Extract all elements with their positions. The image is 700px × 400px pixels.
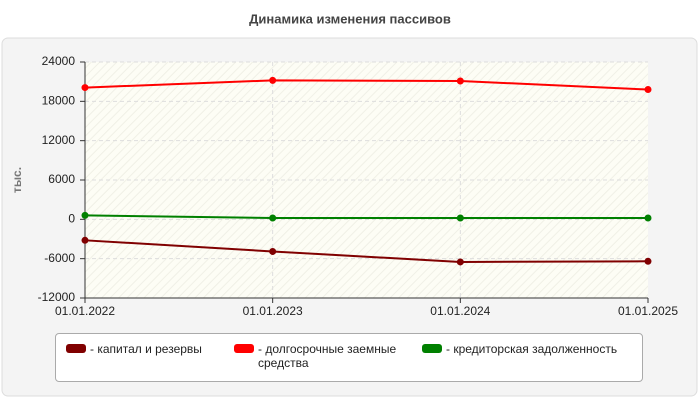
point [644, 86, 652, 94]
y-tick-label: -6000 [44, 251, 75, 265]
point [81, 236, 89, 244]
point [644, 214, 652, 222]
point [81, 211, 89, 219]
x-tick-label: 01.01.2023 [243, 304, 303, 318]
legend-item: - кредиторская задолженность [422, 342, 617, 381]
point [269, 76, 277, 84]
y-tick-label: 0 [68, 212, 75, 226]
y-axis-label: тыс. [10, 167, 24, 193]
legend: - капитал и резервы - долгосрочные заемны… [55, 333, 643, 382]
legend-item: - капитал и резервы [66, 342, 216, 381]
series-line [84, 214, 648, 220]
y-tick-label: 18000 [42, 94, 76, 108]
y-tick-label: 6000 [48, 172, 75, 186]
point [81, 84, 89, 92]
legend-label: - капитал и резервы [90, 342, 202, 356]
x-tick-label: 01.01.2024 [430, 304, 490, 318]
legend-label: - долгосрочные заемные средства [258, 342, 397, 370]
x-tick-label: 01.01.2022 [55, 304, 115, 318]
series-line [84, 239, 649, 263]
point [456, 214, 464, 222]
legend-swatch [66, 344, 86, 353]
x-tick-label: 01.01.2025 [618, 304, 678, 318]
series-line [84, 79, 649, 91]
y-tick-label: 12000 [42, 133, 76, 147]
legend-swatch [422, 344, 442, 353]
legend-label: - кредиторская задолженность [446, 342, 618, 356]
legend-item: - долгосрочные заемные средства [234, 342, 404, 381]
point [456, 258, 464, 266]
y-tick-label: 24000 [42, 54, 76, 68]
point [269, 247, 277, 255]
legend-swatch [234, 344, 254, 353]
point [644, 257, 652, 265]
point [269, 214, 277, 222]
y-tick-label: -12000 [38, 290, 76, 304]
point [456, 77, 464, 85]
chart-title: Динамика изменения пассивов [249, 11, 451, 26]
